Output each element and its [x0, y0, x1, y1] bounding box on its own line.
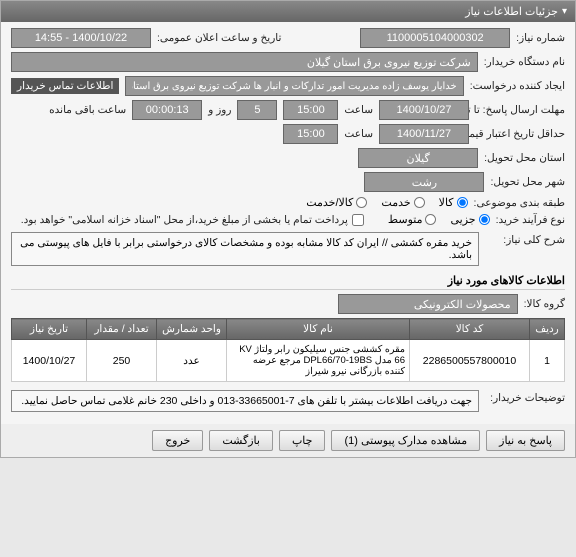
th-qty: تعداد / مقدار	[87, 319, 157, 340]
buyer-field	[11, 52, 478, 72]
radio-small[interactable]: جزیی	[450, 213, 489, 226]
deadline-date-field	[379, 100, 469, 120]
panel-title: جزئیات اطلاعات نیاز	[465, 5, 558, 18]
th-unit: واحد شمارش	[157, 319, 227, 340]
province-label: استان محل تحویل:	[484, 152, 565, 164]
remaining-time-field	[132, 100, 202, 120]
remaining-label: ساعت باقی مانده	[49, 104, 126, 116]
buyer-notes-label: توضیحات خریدار:	[485, 388, 565, 404]
payment-note: پرداخت تمام یا بخشی از مبلغ خرید،از محل …	[21, 214, 348, 226]
button-bar: پاسخ به نیاز مشاهده مدارک پیوستی (1) چاپ…	[1, 424, 575, 457]
buyer-notes-text: جهت دریافت اطلاعات بیشتر با تلفن های 7-3…	[21, 395, 472, 407]
announce-label: تاریخ و ساعت اعلان عمومی:	[157, 32, 281, 44]
deadline-label: مهلت ارسال پاسخ: تا تاریخ:	[475, 104, 565, 116]
province-field	[358, 148, 478, 168]
process-label: نوع فرآیند خرید:	[496, 214, 565, 226]
table-row: 1 2286500557800010 مقره کششی جنس سیلیکون…	[12, 340, 565, 382]
chevron-icon: ▾	[562, 6, 567, 17]
buyer-notes-box: جهت دریافت اطلاعات بیشتر با تلفن های 7-3…	[11, 390, 479, 412]
need-number-field	[360, 28, 510, 48]
requester-field	[125, 76, 463, 96]
radio-medium[interactable]: متوسط	[388, 213, 437, 226]
th-name: نام کالا	[227, 319, 410, 340]
time-label-1: ساعت	[344, 104, 373, 116]
panel-header: ▾ جزئیات اطلاعات نیاز	[1, 1, 575, 22]
panel-body: شماره نیاز: تاریخ و ساعت اعلان عمومی: نا…	[1, 22, 575, 424]
cell-qty: 250	[87, 340, 157, 382]
need-number-label: شماره نیاز:	[516, 32, 565, 44]
reply-button[interactable]: پاسخ به نیاز	[486, 430, 565, 451]
buyer-label: نام دستگاه خریدار:	[484, 56, 565, 68]
need-details-panel: ▾ جزئیات اطلاعات نیاز شماره نیاز: تاریخ …	[0, 0, 576, 458]
validity-label: حداقل تاریخ اعتبار قیمت: تا تاریخ:	[475, 128, 565, 140]
cell-name: مقره کششی جنس سیلیکون رابر ولتاژ KV 66 م…	[227, 340, 410, 382]
goods-group-field	[338, 294, 518, 314]
classification-radio-group: کالا خدمت کالا/خدمت	[306, 196, 467, 209]
print-button[interactable]: چاپ	[279, 430, 326, 451]
goods-group-label: گروه کالا:	[524, 298, 565, 310]
attachments-button[interactable]: مشاهده مدارک پیوستی (1)	[331, 430, 480, 451]
table-header-row: ردیف کد کالا نام کالا واحد شمارش تعداد /…	[12, 319, 565, 340]
cell-index: 1	[530, 340, 565, 382]
radio-both[interactable]: کالا/خدمت	[306, 196, 367, 209]
day-label: روز و	[208, 104, 231, 116]
back-button[interactable]: بازگشت	[209, 430, 273, 451]
th-code: کد کالا	[410, 319, 530, 340]
cell-unit: عدد	[157, 340, 227, 382]
desc-box: خرید مقره کششی // ایران کد کالا مشابه بو…	[11, 232, 479, 266]
process-radio-group: جزیی متوسط	[388, 213, 490, 226]
cell-date: 1400/10/27	[12, 340, 87, 382]
classification-label: طبقه بندی موضوعی:	[474, 197, 565, 209]
goods-table: ردیف کد کالا نام کالا واحد شمارش تعداد /…	[11, 318, 565, 382]
announce-field	[11, 28, 151, 48]
th-index: ردیف	[530, 319, 565, 340]
desc-label: شرح کلی نیاز:	[485, 230, 565, 246]
th-date: تاریخ نیاز	[12, 319, 87, 340]
deadline-time-field	[283, 100, 338, 120]
cell-code: 2286500557800010	[410, 340, 530, 382]
radio-goods[interactable]: کالا	[439, 196, 468, 209]
city-label: شهر محل تحویل:	[490, 176, 565, 188]
exit-button[interactable]: خروج	[152, 430, 203, 451]
payment-checkbox[interactable]: پرداخت تمام یا بخشی از مبلغ خرید،از محل …	[21, 214, 364, 226]
days-field	[237, 100, 277, 120]
desc-text: خرید مقره کششی // ایران کد کالا مشابه بو…	[20, 237, 472, 261]
goods-section-title: اطلاعات کالاهای مورد نیاز	[11, 274, 565, 290]
validity-time-field	[283, 124, 338, 144]
validity-date-field	[379, 124, 469, 144]
city-field	[364, 172, 484, 192]
time-label-2: ساعت	[344, 128, 373, 140]
radio-service[interactable]: خدمت	[381, 196, 424, 209]
requester-label: ایجاد کننده درخواست:	[470, 80, 565, 92]
contact-info-link[interactable]: اطلاعات تماس خریدار	[11, 78, 119, 94]
